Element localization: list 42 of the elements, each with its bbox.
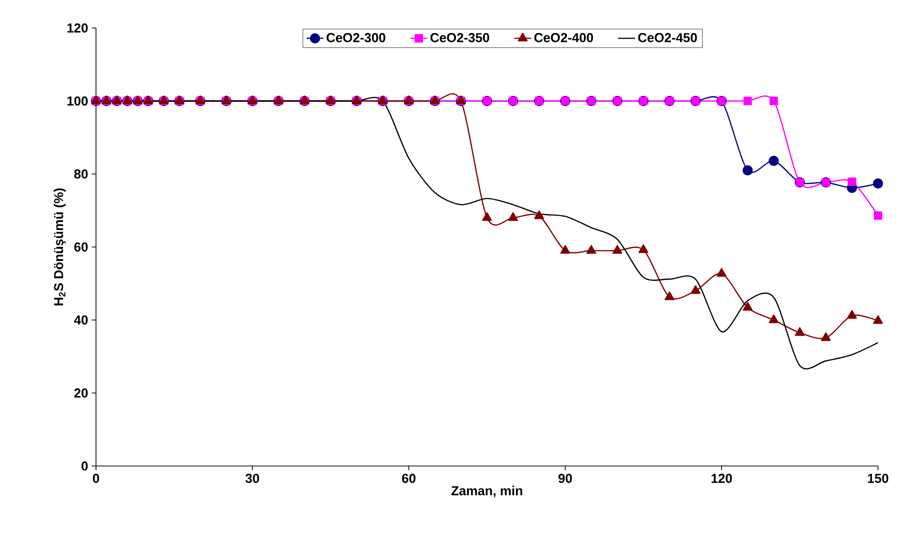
point [768,156,779,166]
x-tick-label: 120 [712,474,732,483]
point [638,244,648,254]
y-tick-label: 100 [67,96,88,106]
x-tick-label: 0 [92,474,100,483]
legend-label: CeO2-450 [638,33,697,42]
y-tick-label: 20 [74,388,88,398]
y-tick-label: 40 [74,315,88,325]
point [847,310,857,319]
point [716,268,727,277]
point [482,212,492,221]
point [743,96,752,106]
point [742,302,753,311]
point [874,211,882,220]
y-tick-label: 0 [82,461,88,471]
x-tick-label: 30 [245,474,260,483]
point [690,285,700,294]
point [794,327,805,336]
legend-label: CeO2-400 [534,33,594,42]
legend-label: CeO2-300 [326,33,386,42]
point [820,332,831,341]
point [872,178,884,189]
x-axis-title: Zaman, min [451,486,522,498]
point [742,165,753,176]
point [508,212,518,221]
point [612,245,622,254]
point [873,315,883,324]
x-tick-label: 150 [868,474,888,483]
point [848,177,856,186]
point [560,245,570,254]
x-tick-label: 90 [558,474,572,483]
point [768,314,779,324]
point [770,96,778,106]
x-tick-label: 60 [402,474,416,483]
legend-label: CeO2-350 [430,33,490,42]
point [534,210,544,220]
y-tick-label: 80 [74,169,88,179]
y-tick-label: 120 [67,23,88,33]
point [664,291,674,300]
y-axis-title: H$_{2}$S Dönüşümü (%) [54,188,66,306]
point [586,245,596,254]
y-tick-label: 60 [74,242,88,252]
